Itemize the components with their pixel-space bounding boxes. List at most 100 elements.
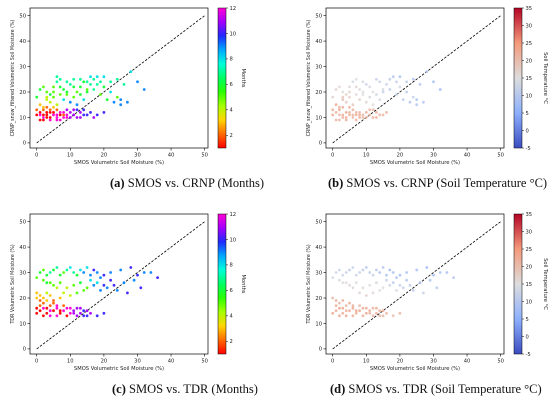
data-point — [371, 103, 375, 107]
data-point — [398, 283, 402, 287]
data-point — [58, 309, 62, 313]
y-tick-label: 20 — [19, 90, 26, 96]
data-point — [385, 83, 388, 86]
data-point — [79, 77, 82, 81]
data-point — [358, 88, 361, 91]
data-point — [45, 311, 49, 315]
data-point — [338, 105, 341, 109]
data-point — [109, 90, 112, 94]
colorbar-tick-label: 30 — [526, 229, 533, 235]
data-point — [55, 266, 59, 269]
y-axis-label: TDR Volumetric Soil Moisture (%) — [306, 244, 312, 324]
x-tick-label: 50 — [201, 359, 208, 365]
data-point — [45, 105, 49, 109]
colorbar-label: Soil Temperature °C — [542, 258, 548, 310]
data-point — [42, 85, 45, 89]
data-point — [92, 268, 96, 272]
reference-line-1to1 — [332, 15, 501, 144]
data-point — [68, 116, 72, 119]
data-point — [85, 309, 89, 313]
colorbar-tick-label: 35 — [526, 6, 533, 12]
data-point — [79, 311, 82, 315]
data-point — [391, 314, 395, 318]
data-point — [65, 116, 69, 119]
y-tick-label: 10 — [315, 321, 322, 327]
data-point — [364, 266, 368, 269]
data-point — [344, 100, 348, 104]
data-point — [75, 306, 79, 310]
y-tick-label: 40 — [315, 39, 322, 45]
y-tick-label: 40 — [19, 39, 26, 45]
data-point — [388, 77, 392, 81]
data-point — [344, 118, 348, 122]
reference-line-1to1 — [36, 221, 205, 350]
data-point — [99, 80, 102, 84]
data-point — [95, 113, 99, 117]
data-point — [331, 108, 335, 112]
data-point — [364, 116, 368, 119]
colorbar-tick-label: 4 — [230, 314, 234, 320]
data-point — [99, 289, 102, 292]
data-point — [65, 93, 69, 96]
data-point — [425, 266, 429, 269]
data-point — [72, 271, 76, 274]
data-point — [348, 113, 351, 117]
data-point — [92, 88, 96, 91]
data-point — [48, 100, 52, 104]
data-point — [45, 111, 49, 114]
data-point — [358, 304, 361, 307]
data-point — [99, 93, 102, 96]
data-point — [378, 289, 382, 292]
data-point — [381, 90, 385, 94]
colorbar-tick-label: 2 — [230, 339, 233, 345]
reference-line-1to1 — [36, 15, 205, 144]
x-tick-label: 50 — [201, 153, 208, 159]
data-point — [75, 116, 79, 119]
data-point — [452, 276, 455, 279]
data-point — [398, 273, 402, 277]
colorbar-tick-label: 5 — [526, 317, 529, 323]
y-tick-label: 30 — [19, 270, 26, 276]
data-point — [338, 314, 341, 318]
data-point — [358, 271, 361, 274]
data-point — [375, 93, 378, 96]
x-tick-label: 20 — [397, 359, 404, 365]
y-tick-label: 10 — [19, 321, 26, 327]
data-point — [334, 103, 338, 107]
data-point — [38, 113, 42, 117]
data-point — [95, 83, 99, 86]
x-tick-label: 40 — [464, 359, 471, 365]
data-point — [405, 80, 408, 84]
y-tick-label: 10 — [315, 115, 322, 121]
y-tick-label: 0 — [23, 141, 26, 147]
colorbar-tick-label: 10 — [230, 31, 237, 37]
colorbar-label: Soil Temperature °C — [542, 52, 548, 104]
data-point — [351, 314, 355, 318]
data-point — [368, 95, 372, 99]
data-point — [42, 296, 45, 300]
data-point — [438, 88, 442, 91]
colorbar-tick-label: 8 — [230, 57, 233, 63]
data-point — [411, 289, 415, 292]
data-point — [358, 309, 361, 313]
data-point — [381, 113, 385, 117]
data-point — [72, 85, 76, 89]
data-point — [334, 111, 338, 114]
data-point — [375, 311, 378, 315]
data-point — [85, 314, 89, 318]
data-point — [82, 108, 86, 112]
data-point — [92, 116, 96, 119]
data-point — [368, 85, 372, 89]
data-point — [341, 311, 345, 315]
data-point — [45, 306, 49, 310]
data-point — [358, 116, 361, 119]
data-point — [371, 108, 375, 112]
data-point — [52, 301, 55, 305]
data-point — [348, 309, 351, 313]
data-point — [354, 93, 358, 96]
data-point — [48, 294, 52, 297]
data-point — [58, 118, 62, 122]
data-point — [42, 278, 45, 282]
